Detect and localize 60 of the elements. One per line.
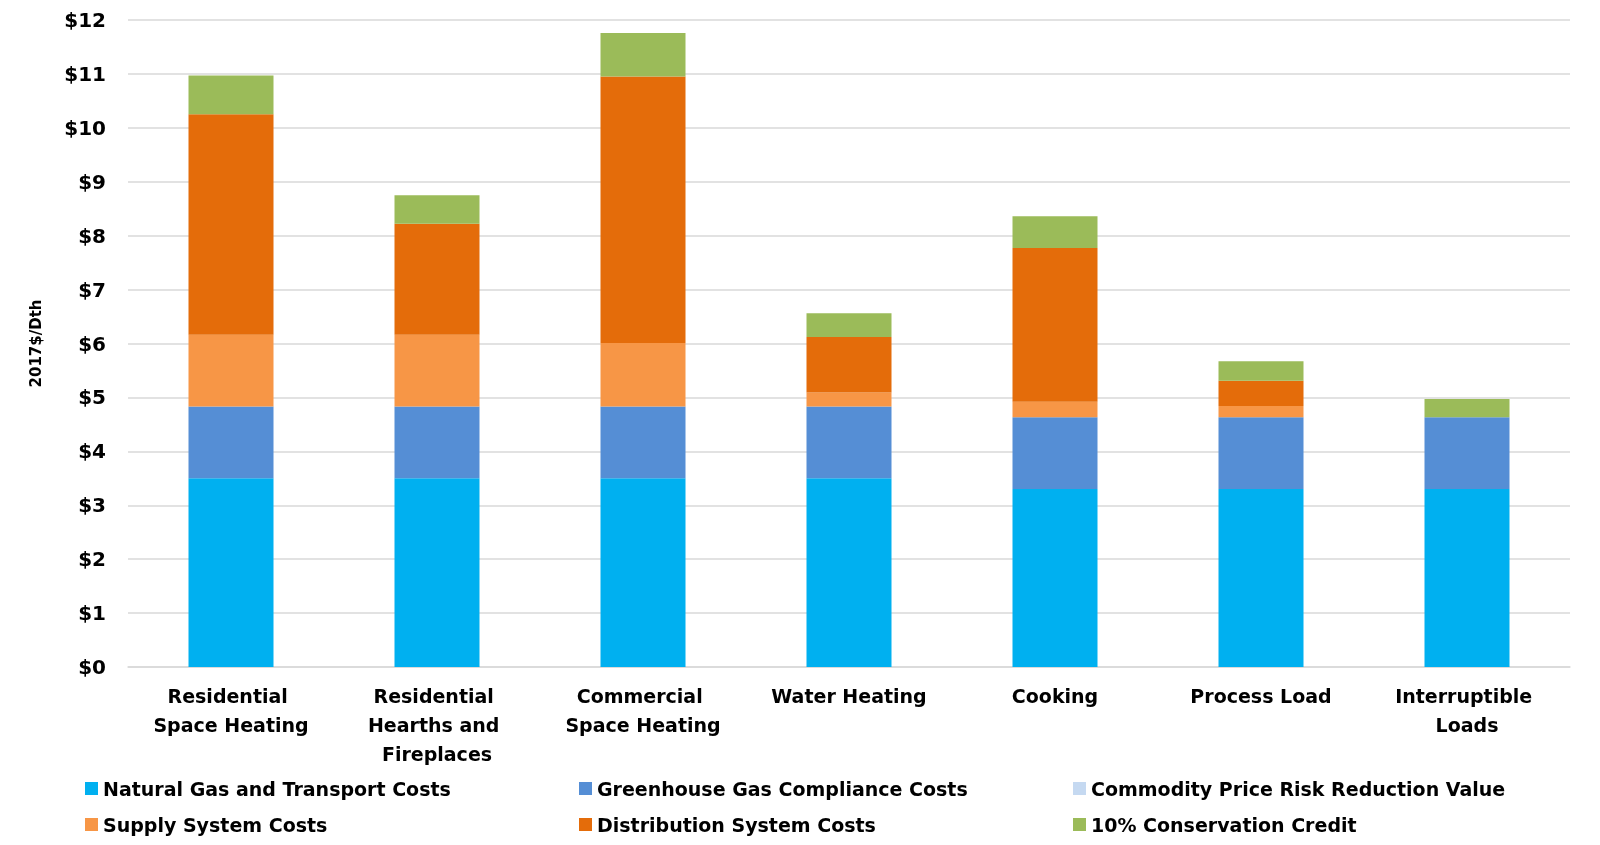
bar: [188, 406, 274, 479]
bar: [188, 114, 274, 335]
legend-label: Natural Gas and Transport Costs: [103, 777, 451, 800]
y-tick-label: $1: [78, 601, 106, 626]
bar: [600, 76, 686, 343]
legend-label: Distribution System Costs: [597, 813, 876, 836]
bar: [806, 337, 892, 393]
bar: [394, 334, 480, 407]
bar: [1012, 216, 1098, 249]
bar: [188, 334, 274, 407]
legend-label: 10% Conservation Credit: [1091, 813, 1357, 836]
bar: [1424, 489, 1510, 667]
legend-label: Commodity Price Risk Reduction Value: [1091, 777, 1506, 800]
x-tick-label: Commercial Space Heating: [565, 684, 721, 736]
y-tick-label: $9: [78, 169, 106, 194]
bar: [1012, 489, 1098, 667]
x-tick-label: Residential Space Heating: [153, 684, 309, 736]
legend-label: Greenhouse Gas Compliance Costs: [597, 777, 968, 800]
y-tick-label: $11: [64, 61, 106, 86]
y-tick-label: $2: [78, 547, 106, 572]
bar: [600, 32, 686, 77]
bar: [394, 223, 480, 335]
legend-label: Supply System Costs: [103, 813, 328, 836]
x-tick-label: Residential Hearths and Fireplaces: [367, 684, 507, 765]
bar: [806, 392, 892, 407]
bar: [1218, 417, 1304, 490]
bar: [806, 406, 892, 479]
bar: [1424, 399, 1510, 418]
bar: [806, 478, 892, 667]
x-tick-label: Water Heating: [771, 684, 927, 707]
bar: [600, 406, 686, 479]
y-tick-label: $12: [64, 8, 106, 32]
y-tick-label: $3: [78, 493, 106, 518]
y-tick-label: $6: [78, 331, 106, 356]
bar: [394, 195, 480, 224]
bar: [1012, 248, 1098, 402]
y-tick-label: $4: [78, 439, 106, 464]
x-tick-label: Cooking: [1011, 684, 1099, 707]
bar: [188, 478, 274, 667]
bar: [1218, 380, 1304, 407]
bar: [188, 75, 274, 115]
bar: [1012, 401, 1098, 418]
y-tick-label: $0: [78, 655, 106, 679]
bar: [600, 478, 686, 667]
y-tick-label: $10: [64, 115, 106, 140]
y-axis-title: 2017$/Dth: [26, 299, 45, 388]
bar: [1218, 361, 1304, 381]
bar: [394, 478, 480, 667]
y-tick-label: $8: [78, 223, 106, 248]
y-tick-label: $5: [78, 385, 106, 410]
bar: [1218, 406, 1304, 418]
bar: [1424, 417, 1510, 490]
bar: [600, 342, 686, 407]
x-tick-label: Interruptible Loads: [1395, 684, 1539, 736]
bar: [1218, 489, 1304, 667]
x-tick-label: Process Load: [1190, 684, 1332, 707]
bar: [806, 313, 892, 338]
bar: [394, 406, 480, 479]
y-tick-label: $7: [78, 277, 106, 302]
bar: [1012, 417, 1098, 490]
